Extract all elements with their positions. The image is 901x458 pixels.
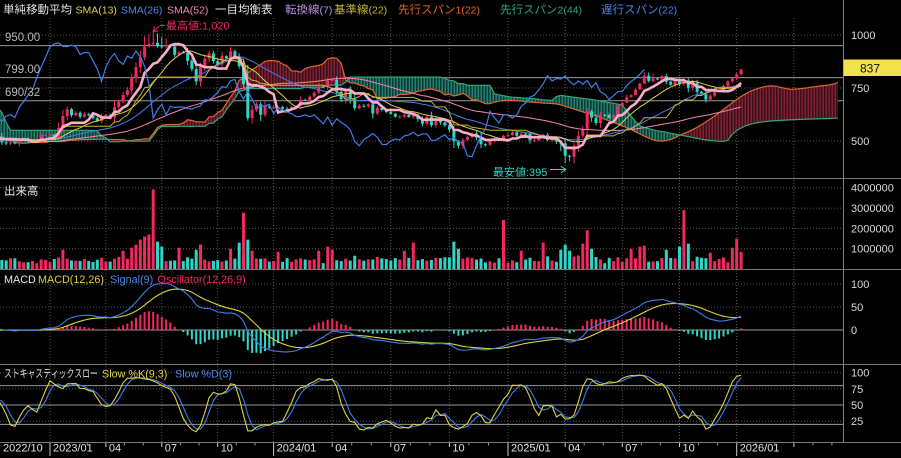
svg-text:750: 750 xyxy=(851,83,869,95)
svg-text:500: 500 xyxy=(851,136,869,148)
svg-text:MACD(12,26): MACD(12,26) xyxy=(38,274,104,286)
svg-text:(22): (22) xyxy=(659,5,678,17)
svg-text:2(44): 2(44) xyxy=(558,5,583,17)
svg-text:2024/01: 2024/01 xyxy=(277,443,317,455)
svg-text:50: 50 xyxy=(851,302,863,314)
svg-text:10: 10 xyxy=(221,443,233,455)
svg-text:10: 10 xyxy=(452,443,464,455)
svg-text:04: 04 xyxy=(109,443,121,455)
svg-text:1(22): 1(22) xyxy=(456,5,481,17)
svg-text::1,020: :1,020 xyxy=(199,21,230,33)
svg-text:75: 75 xyxy=(851,384,863,396)
svg-text:1000000: 1000000 xyxy=(851,244,894,256)
svg-text:837: 837 xyxy=(860,62,880,76)
svg-text:(7): (7) xyxy=(320,5,333,17)
svg-text:10: 10 xyxy=(683,443,695,455)
svg-text:799.00: 799.00 xyxy=(5,64,40,76)
svg-text:0: 0 xyxy=(851,325,857,337)
svg-text:100: 100 xyxy=(851,279,869,291)
svg-text:690/32: 690/32 xyxy=(5,87,40,99)
svg-text:04: 04 xyxy=(335,443,347,455)
svg-text:950.00: 950.00 xyxy=(5,32,40,44)
svg-text:04: 04 xyxy=(568,443,580,455)
svg-text:07: 07 xyxy=(394,443,406,455)
svg-text:25: 25 xyxy=(851,416,863,428)
svg-text:1000: 1000 xyxy=(851,30,875,42)
svg-text:Slow %D(3): Slow %D(3) xyxy=(175,369,232,381)
svg-text:(22): (22) xyxy=(369,5,388,17)
svg-text:50: 50 xyxy=(851,400,863,412)
svg-text:4000000: 4000000 xyxy=(851,183,894,195)
svg-text::395: :395 xyxy=(526,167,547,179)
svg-text:2026/01: 2026/01 xyxy=(740,443,780,455)
svg-text:Oscillator(12,26,9): Oscillator(12,26,9) xyxy=(158,274,246,286)
svg-text:2022/10: 2022/10 xyxy=(3,443,43,455)
svg-text:SMA(52): SMA(52) xyxy=(167,5,208,17)
svg-text:07: 07 xyxy=(625,443,637,455)
svg-text:3000000: 3000000 xyxy=(851,203,894,215)
svg-text:Slow %K(9,3): Slow %K(9,3) xyxy=(102,369,167,381)
svg-text:SMA(26): SMA(26) xyxy=(121,5,162,17)
svg-text:2025/01: 2025/01 xyxy=(511,443,551,455)
svg-text:2023/01: 2023/01 xyxy=(53,443,93,455)
svg-text:07: 07 xyxy=(165,443,177,455)
svg-text:SMA(13): SMA(13) xyxy=(76,5,117,17)
svg-text:100: 100 xyxy=(851,368,869,380)
svg-text:Signal(9): Signal(9) xyxy=(110,274,153,286)
svg-text:2000000: 2000000 xyxy=(851,223,894,235)
svg-text:MACD: MACD xyxy=(4,274,36,286)
